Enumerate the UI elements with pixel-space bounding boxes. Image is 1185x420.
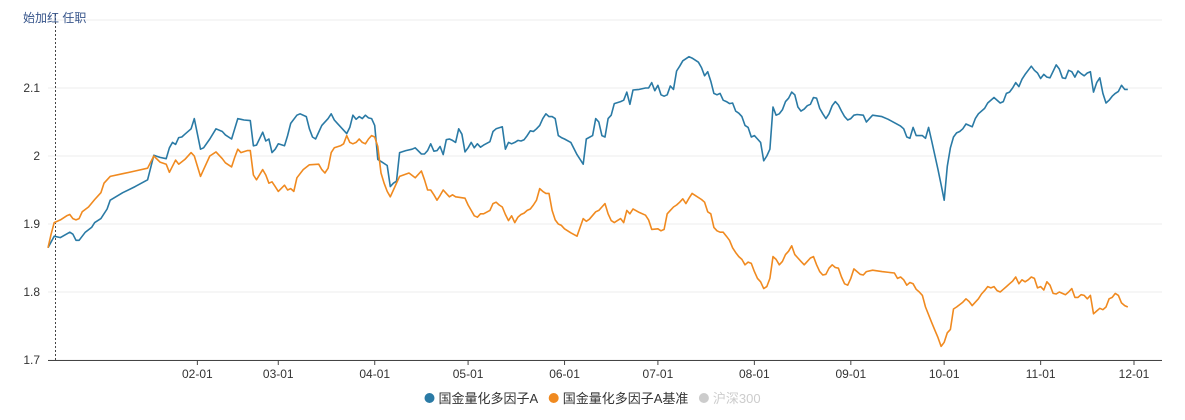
x-tick-label: 12-01 <box>1119 367 1150 381</box>
legend-label: 国金量化多因子A <box>439 391 539 406</box>
x-tick-label: 03-01 <box>263 367 294 381</box>
series-line-0 <box>47 55 1128 249</box>
legend-label: 沪深300 <box>713 391 761 406</box>
legend-marker <box>548 393 559 403</box>
y-tick-label: 1.9 <box>23 217 40 231</box>
legend-marker <box>698 393 709 403</box>
x-tick-label: 06-01 <box>549 367 580 381</box>
y-tick-label: 2.1 <box>23 81 40 95</box>
y-tick-label: 2 <box>33 149 40 163</box>
y-tick-label: 1.7 <box>23 353 40 367</box>
y-axis: 1.7 1.8 1.9 2 2.1 <box>23 81 40 367</box>
x-tick-label: 09-01 <box>835 367 866 381</box>
legend-item-2[interactable]: 沪深300 <box>698 391 761 406</box>
series-layer <box>47 55 1129 348</box>
legend-item-1[interactable]: 国金量化多因子A基准 <box>548 391 689 406</box>
x-tick-label: 02-01 <box>182 367 213 381</box>
legend-item-0[interactable]: 国金量化多因子A <box>424 391 539 406</box>
legend: 国金量化多因子A 国金量化多因子A基准 沪深300 <box>424 391 761 406</box>
x-tick-label: 10-01 <box>929 367 960 381</box>
x-tick-label: 04-01 <box>359 367 390 381</box>
grid-lines <box>48 19 1162 361</box>
x-tick-label: 11-01 <box>1026 367 1056 381</box>
x-tick-label: 07-01 <box>643 367 674 381</box>
corner-label: 始加红 任职 <box>23 10 86 25</box>
y-tick-label: 1.8 <box>23 285 40 299</box>
legend-label: 国金量化多因子A基准 <box>563 391 689 406</box>
x-tick-label: 08-01 <box>739 367 770 381</box>
x-tick-label: 05-01 <box>453 367 484 381</box>
x-axis: 02-01 03-01 04-01 05-01 06-01 07-01 08-01 09-01… <box>48 360 1162 381</box>
series-line-1 <box>47 134 1129 348</box>
legend-marker <box>424 393 435 403</box>
